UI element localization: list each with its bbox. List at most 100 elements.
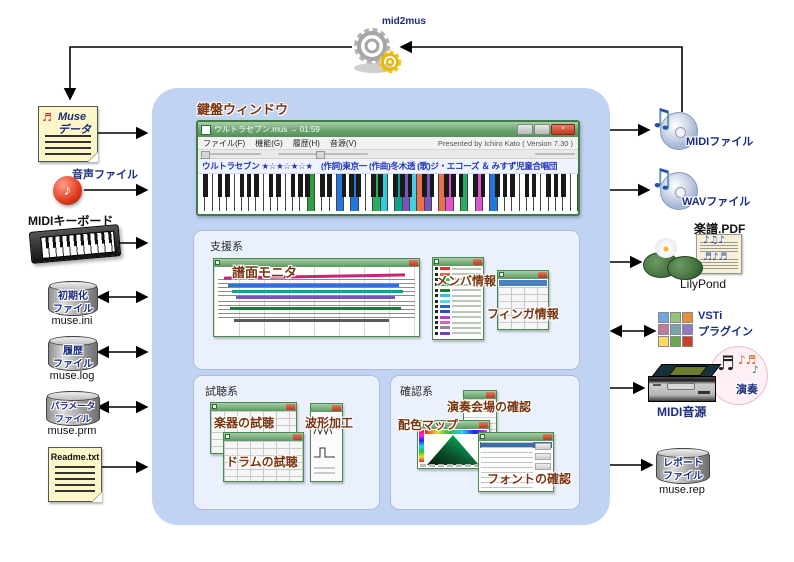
piano-black-key [444,174,449,197]
piano-black-key [246,174,252,197]
log-line2: ファイル [53,359,93,370]
score-pdf-label: 楽譜.PDF [694,222,746,236]
member-info-content [433,266,483,336]
piano-key [380,174,388,211]
vsti-grid-icon [658,312,693,347]
menu-source: 音源(V) [329,138,357,148]
font-check-label: フォントの確認 [487,472,572,486]
piano-key [358,174,367,211]
piano-key [431,174,440,211]
confirm-panel-label: 確認系 [400,386,433,398]
piano-key [461,174,469,211]
piano-black-key [561,174,566,197]
ini-line1: 初期化 [58,291,88,302]
music-note-glyph: ♪ [63,182,72,199]
midi-file-cd-icon [660,112,698,150]
member-info-label: メンバ情報 [436,274,497,288]
member-row [433,309,483,314]
finger-info-window [497,270,549,330]
piano-black-key [429,174,435,197]
piano-black-key [276,174,281,197]
menu-history: 履歴(H) [292,138,320,148]
performance-label: 演奏 [736,384,758,396]
sheet-music-icon: ♪♫♪ ♬♪♬ [696,234,742,274]
readme-document-icon: Readme.txt [48,447,102,502]
report-line1: レポート [663,458,703,469]
colormap-content [418,429,489,468]
piano-black-key [524,174,530,197]
close-icon [479,422,488,428]
piano-black-key [451,174,457,197]
prm-file-icon: パラメータ ファイル [46,391,100,426]
piano-key [278,174,286,211]
muse-data-document-icon: ♬ Muse データ [38,106,98,162]
log-file-icon: 履歴 ファイル [48,336,98,371]
prm-line1: パラメータ [50,401,96,411]
piano-black-key [239,174,245,197]
close-icon [332,405,341,411]
piano-black-key [546,174,552,197]
close-button: × [551,124,575,135]
piano-key [512,174,520,211]
piano-key [570,174,578,211]
song-info-bar: ウルトラセブン ★☆★☆★☆★ (作詞)東京一 (作曲)冬木透 (歌)ジ・エコー… [198,159,578,174]
member-row [433,304,483,309]
lilypond-label: LilyPond [680,277,727,291]
menu-file: ファイル(F) [203,138,246,148]
close-icon [543,434,552,440]
ini-file-icon: 初期化 ファイル [48,281,98,316]
piano-key [205,174,213,211]
member-row [433,298,483,303]
piano-black-key [378,174,384,197]
prm-filename: muse.prm [47,425,97,437]
score-monitor-label: 譜面モニタ [232,265,298,280]
font-check-window [478,432,554,492]
report-filename: muse.rep [659,484,705,496]
close-icon [473,259,482,265]
piano-black-key [327,174,332,197]
midi-module-icon [648,364,722,402]
muse-data-line2: データ [58,124,91,136]
piano-key [534,174,542,211]
piano-black-key [400,174,405,197]
piano-black-key [473,174,479,197]
music-note-icon: ♫ [650,164,674,194]
piano-black-key [480,174,486,197]
piano-black-key [319,174,325,197]
window-title-text: ウルトラセブン.mus → 01:59 [214,125,320,134]
piano-key [227,174,235,211]
ini-filename: muse.ini [51,315,93,327]
piano-black-key [407,174,413,197]
close-icon [286,404,295,410]
finger-info-label: フィンガ情報 [487,307,559,321]
readme-label: Readme.txt [50,452,100,462]
prm-line2: ファイル [54,414,91,424]
keyboard-window: ウルトラセブン.mus → 01:59 × ファイル(F) 機能(G) 履歴(H… [196,120,580,216]
piano-black-key [495,174,500,197]
member-row [433,331,483,336]
wav-file-cd-icon [660,172,698,210]
font-list [481,442,533,489]
instrument-audition-label: 楽器の試聴 [214,416,275,430]
member-row [433,320,483,325]
colormap-label: 配色マップ [398,418,459,432]
piano-key [483,174,491,211]
piano-keyboard [198,174,578,211]
report-line2: ファイル [663,471,703,482]
close-icon [293,434,302,440]
gears-icon [354,28,402,74]
piano-black-key [341,174,347,197]
colormap-window [417,420,490,469]
member-row [433,325,483,330]
member-row [433,271,483,276]
piano-key [409,174,418,211]
log-line1: 履歴 [63,346,83,357]
audio-file-icon: ♪ [53,176,82,205]
ini-line2: ファイル [53,304,93,315]
member-row [433,277,483,282]
venue-check-label: 演奏会場の確認 [447,400,532,414]
piano-key [329,174,337,211]
piano-black-key [392,174,398,197]
waveform-content [311,412,342,481]
